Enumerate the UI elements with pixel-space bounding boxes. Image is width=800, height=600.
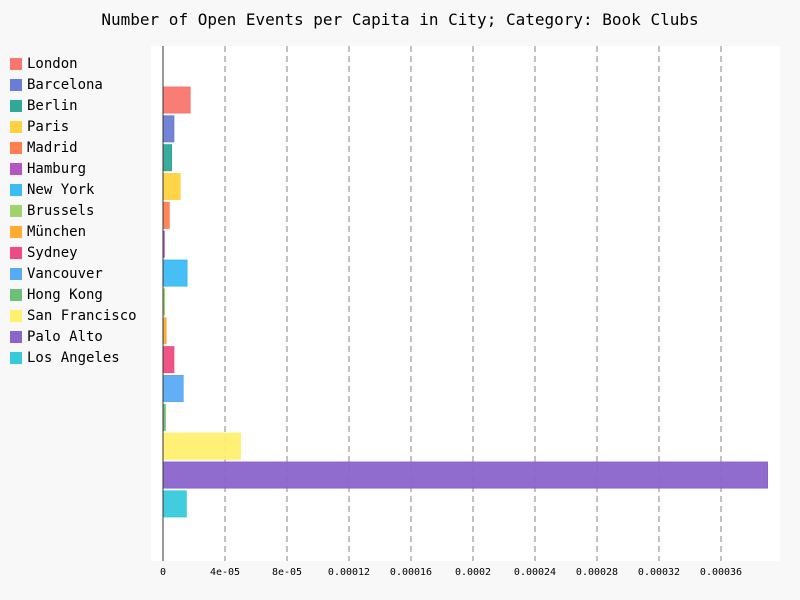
legend-swatch — [10, 225, 22, 238]
legend-swatch — [10, 120, 22, 133]
legend-item[interactable]: Palo Alto — [10, 326, 137, 347]
legend-item[interactable]: Sydney — [10, 242, 137, 263]
bar-berlin — [162, 144, 173, 172]
legend-item[interactable]: London — [10, 53, 137, 74]
legend-swatch — [10, 351, 22, 364]
legend: London Barcelona Berlin Paris Madrid Hamburg N… — [10, 53, 137, 368]
legend-swatch — [10, 330, 22, 343]
legend-item[interactable]: Hong Kong — [10, 284, 137, 305]
bar-san-francisco — [162, 432, 241, 460]
x-tick-label: 0.00032 — [638, 567, 680, 578]
bar-sydney — [162, 346, 175, 374]
x-tick-label: 0.00036 — [700, 567, 742, 578]
legend-label: London — [27, 55, 78, 72]
x-tick-label: 0 — [160, 567, 166, 578]
bar-madrid — [162, 201, 170, 229]
legend-item[interactable]: Berlin — [10, 95, 137, 116]
legend-item[interactable]: Paris — [10, 116, 137, 137]
bar-los-angeles — [162, 490, 187, 518]
legend-item[interactable]: Hamburg — [10, 158, 137, 179]
bar-vancouver — [162, 375, 184, 402]
legend-label: Vancouver — [27, 265, 103, 282]
legend-label: München — [27, 223, 87, 240]
legend-item[interactable]: New York — [10, 179, 137, 200]
bar-london — [162, 86, 191, 114]
x-tick-label: 0.0002 — [455, 567, 491, 578]
legend-swatch — [10, 141, 22, 154]
legend-label: Hong Kong — [27, 286, 103, 303]
legend-item[interactable]: Los Angeles — [10, 347, 137, 368]
legend-swatch — [10, 78, 22, 91]
chart-title: Number of Open Events per Capita in City… — [101, 10, 699, 29]
legend-item[interactable]: München — [10, 221, 137, 242]
bar-barcelona — [162, 115, 175, 143]
legend-label: Madrid — [27, 139, 78, 156]
x-tick-label: 0.00016 — [390, 567, 432, 578]
legend-label: Berlin — [27, 97, 78, 114]
legend-label: San Francisco — [27, 307, 137, 324]
x-tick-label: 8e-05 — [272, 567, 302, 578]
bar-new-york — [162, 259, 188, 287]
legend-swatch — [10, 309, 22, 322]
legend-label: New York — [27, 181, 95, 198]
legend-swatch — [10, 288, 22, 301]
legend-swatch — [10, 267, 22, 280]
legend-swatch — [10, 162, 22, 175]
x-tick-label: 4e-05 — [210, 567, 240, 578]
legend-item[interactable]: Brussels — [10, 200, 137, 221]
x-tick-label: 0.00012 — [328, 567, 370, 578]
legend-item[interactable]: Madrid — [10, 137, 137, 158]
legend-label: Palo Alto — [27, 328, 103, 345]
legend-item[interactable]: Barcelona — [10, 74, 137, 95]
legend-swatch — [10, 204, 22, 217]
legend-swatch — [10, 57, 22, 70]
x-tick-label: 0.00028 — [576, 567, 618, 578]
legend-item[interactable]: San Francisco — [10, 305, 137, 326]
bar-paris — [162, 173, 181, 201]
x-tick-label: 0.00024 — [514, 567, 556, 578]
legend-label: Paris — [27, 118, 70, 135]
legend-label: Hamburg — [27, 160, 87, 177]
legend-swatch — [10, 246, 22, 259]
legend-swatch — [10, 183, 22, 196]
legend-swatch — [10, 99, 22, 112]
legend-item[interactable]: Vancouver — [10, 263, 137, 284]
bar-palo-alto — [162, 461, 768, 489]
legend-label: Barcelona — [27, 76, 103, 93]
legend-label: Sydney — [27, 244, 78, 261]
legend-label: Brussels — [27, 202, 95, 219]
legend-label: Los Angeles — [27, 349, 120, 366]
